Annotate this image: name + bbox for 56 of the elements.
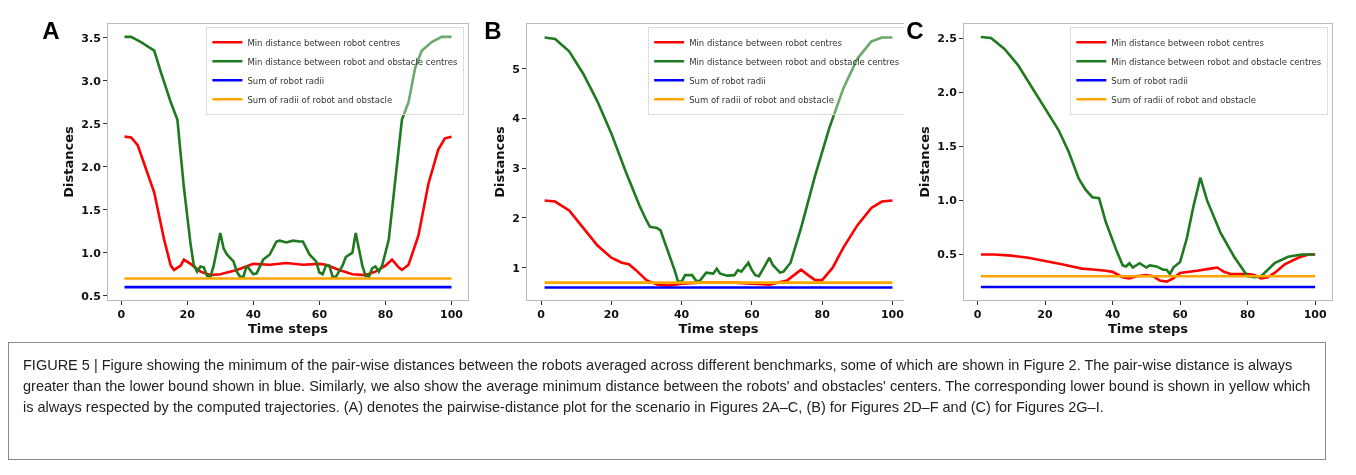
x-tick-label: 20: [603, 308, 620, 322]
y-tick-label: 4: [512, 112, 521, 126]
x-tick-label: 100: [440, 308, 464, 322]
x-tick-label: 20: [1037, 308, 1054, 322]
x-tick-label: 100: [1303, 308, 1327, 322]
y-axis-title: Distances: [917, 126, 933, 198]
y-axis-title: Distances: [61, 126, 77, 198]
legend-label: Min distance between robot centres: [689, 37, 843, 48]
legend-label: Min distance between robot centres: [1111, 37, 1265, 48]
y-tick-label: 1.5: [937, 140, 957, 154]
y-tick-label: 2.5: [937, 31, 957, 45]
y-tick-label: 2.5: [81, 117, 101, 131]
chart-title: A: [42, 16, 60, 44]
x-tick-label: 60: [744, 308, 760, 322]
x-axis-title: Time steps: [1107, 321, 1189, 337]
y-tick-label: 3: [512, 162, 520, 176]
x-tick-label: 40: [1104, 308, 1121, 322]
y-tick-label: 0.5: [937, 248, 957, 262]
chart-title: B: [484, 16, 502, 44]
legend-label: Sum of radii of robot and obstacle: [689, 94, 834, 105]
legend-label: Sum of radii of robot and obstacle: [247, 94, 393, 105]
caption: FIGURE 5 | Figure showing the minimum of the pair-wise distances between the robots averaged across different benchmarks, some of which are shown in Figure 2. The pair-wise distance is always greater than the lower bound shown in blue. Similarly, we also show the average minimum distance between the robots' and obstacles' centers. The corresponding lower bound is shown in yellow which is always respected by the computed trajectories. (A) denotes the pairwise-distance plot for the scenario in Figures 2A–C, (B) for Figures 2D–F and (C) for Figures 2G–I.: [8, 342, 1326, 460]
y-tick-label: 2.0: [81, 160, 102, 174]
x-axis-title: Time steps: [247, 321, 329, 337]
x-tick-label: 60: [311, 308, 328, 322]
line-series: [123, 135, 453, 277]
y-tick-label: 0.5: [81, 289, 101, 303]
x-tick-label: 60: [1172, 308, 1189, 322]
legend-label: Sum of robot radii: [247, 75, 325, 86]
x-axis-title: Time steps: [678, 321, 759, 337]
legend-label: Sum of radii of robot and obstacle: [1111, 94, 1257, 105]
x-tick-label: 0: [117, 308, 126, 322]
y-tick-label: 2.0: [937, 86, 958, 100]
legend-label: Sum of robot radii: [689, 75, 766, 86]
y-tick-label: 1.5: [81, 203, 101, 217]
y-tick-label: 1: [512, 261, 520, 275]
x-tick-label: 0: [973, 308, 982, 322]
x-tick-label: 80: [1239, 308, 1256, 322]
x-tick-label: 40: [673, 308, 690, 322]
x-tick-label: 0: [537, 308, 546, 322]
y-axis-title: Distances: [492, 126, 508, 198]
y-tick-label: 3.0: [81, 74, 102, 88]
y-tick-label: 5: [512, 62, 520, 76]
y-tick-label: 1.0: [81, 246, 102, 260]
y-tick-label: 1.0: [937, 194, 958, 208]
legend-label: Sum of robot radii: [1111, 75, 1188, 86]
y-tick-label: 2: [512, 211, 520, 225]
x-tick-label: 80: [814, 308, 831, 322]
legend-label: Min distance between robot centres: [247, 37, 401, 48]
x-tick-label: 100: [880, 308, 905, 322]
x-tick-label: 40: [245, 308, 262, 322]
x-tick-label: 20: [179, 308, 196, 322]
y-tick-label: 3.5: [81, 31, 101, 45]
chart-title: C: [906, 16, 924, 44]
x-tick-label: 80: [377, 308, 394, 322]
legend-label: Min distance between robot and obstacle centres: [1111, 56, 1322, 67]
